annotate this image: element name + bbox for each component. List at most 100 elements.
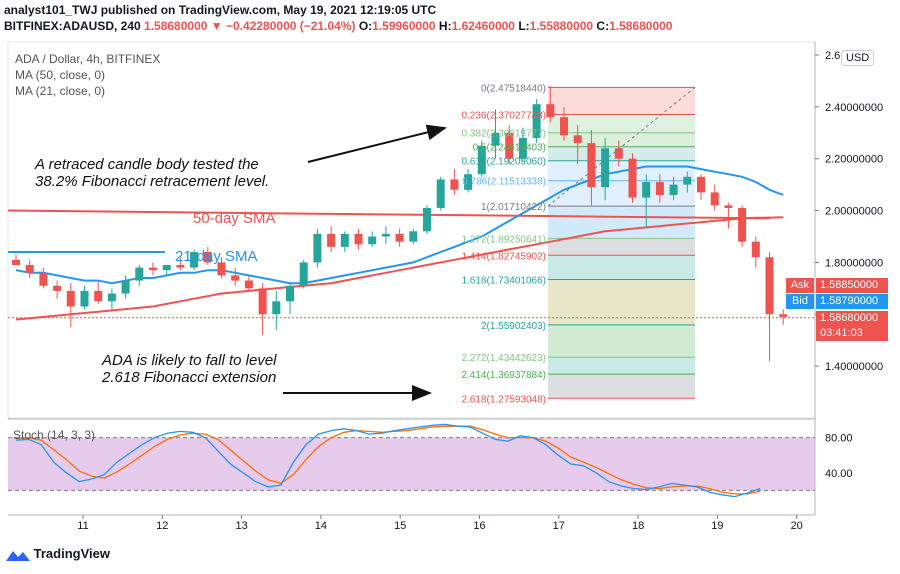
candle-body xyxy=(217,262,226,276)
candle-body xyxy=(190,252,199,268)
fib-label-2.618: 2.618(1.27593048) xyxy=(461,394,546,405)
candle-body xyxy=(697,176,705,193)
fib-label-0.236: 0.236(2.37027748) xyxy=(461,111,546,122)
ma50-line xyxy=(15,216,784,321)
annotation-fall-1: ADA is likely to fall to level xyxy=(102,352,277,369)
published-line: analyst101_TWJ published on TradingView.… xyxy=(4,3,437,17)
fib-label-0: 0(2.47518440) xyxy=(481,83,546,94)
y-tick-label: 2.6 xyxy=(825,50,840,62)
candle-body xyxy=(381,233,390,237)
candle-body xyxy=(368,236,377,245)
fib-label-2.414: 2.414(1.36937884) xyxy=(461,370,546,381)
candle-body xyxy=(66,290,75,307)
last-price-tag: 1.58680000 xyxy=(816,311,888,326)
candle-body xyxy=(94,290,103,302)
candle-body xyxy=(80,290,89,307)
candle-body xyxy=(162,265,171,271)
stoch-tick-label: 40.00 xyxy=(825,468,853,480)
candle-body xyxy=(573,135,582,144)
candle-body xyxy=(176,265,185,268)
fib-zone-0.236 xyxy=(548,87,695,115)
candle-body xyxy=(244,280,253,289)
ask-price: 1.58850000 xyxy=(816,278,888,293)
high-value: 1.62460000 xyxy=(451,19,515,33)
candle-body xyxy=(532,104,541,138)
candle-body xyxy=(628,158,637,198)
candle-body xyxy=(450,179,459,190)
y-tick-label: 2.20000000 xyxy=(825,154,883,166)
candle-body xyxy=(779,314,788,317)
candle-body xyxy=(655,182,664,195)
ma21-line xyxy=(15,165,784,285)
candle-body xyxy=(751,241,760,258)
candle-body xyxy=(710,192,719,206)
candle-body xyxy=(107,293,116,302)
legend-stoch: Stoch (14, 3, 3) xyxy=(13,428,96,442)
candle-body xyxy=(423,207,431,232)
down-arrow-icon: ▼ xyxy=(210,19,223,33)
annotation-arrow-up xyxy=(307,124,447,163)
fib-zone-2.618 xyxy=(548,374,695,399)
candle-body xyxy=(491,132,500,146)
last-price: 1.58680000 xyxy=(144,19,208,33)
sma21-label: 21-day SMA xyxy=(175,248,258,265)
candle-body xyxy=(25,265,34,273)
stoch-band xyxy=(8,437,815,491)
y-tick-label: 1.40000000 xyxy=(825,361,883,373)
x-tick-label: 13 xyxy=(235,520,247,532)
high-label: H: xyxy=(438,19,452,33)
tradingview-logo-text: TradingView xyxy=(33,546,110,561)
currency-button[interactable]: USD xyxy=(841,50,875,66)
ask-label: Ask xyxy=(786,278,814,293)
candle-body xyxy=(203,252,212,263)
candle-body xyxy=(436,179,445,208)
x-tick-label: 11 xyxy=(77,520,88,532)
stoch-k-line xyxy=(15,423,761,498)
annotation-retrace-2: 38.2% Fibonacci retracement level. xyxy=(35,173,270,190)
fib-label-0.618: 0.618(2.19209060) xyxy=(461,157,546,168)
x-tick-label: 19 xyxy=(711,520,723,532)
fib-label-1: 1(2.01710422) xyxy=(481,202,546,213)
candle-body xyxy=(546,104,555,118)
y-tick-label: 2.40000000 xyxy=(825,102,883,114)
x-tick-label: 17 xyxy=(553,520,565,532)
tradingview-logo[interactable]: TradingView xyxy=(6,546,110,561)
candle-body xyxy=(409,231,418,242)
candle-body xyxy=(340,233,349,247)
candle-body xyxy=(53,285,62,291)
low-value: 1.55880000 xyxy=(529,19,594,33)
annotation-fall-2: 2.618 Fibonacci extension xyxy=(102,369,277,386)
bid-label: Bid xyxy=(786,294,814,309)
candle-body xyxy=(231,275,240,281)
bid-price: 1.58790000 xyxy=(816,294,888,309)
candle-body xyxy=(286,285,294,302)
tradingview-logo-icon xyxy=(6,550,30,561)
candle-body xyxy=(477,145,486,175)
fib-label-1.414: 1.414(1.82745902) xyxy=(461,251,546,262)
sma50-flat-line xyxy=(7,209,771,220)
candle-body xyxy=(354,233,363,245)
open-label: O: xyxy=(358,19,373,33)
candle-body xyxy=(299,262,308,286)
y-tick-label: 1.80000000 xyxy=(825,257,883,269)
x-tick-label: 18 xyxy=(632,520,644,532)
fib-zone-2.414 xyxy=(548,357,695,375)
candle-body xyxy=(149,267,157,271)
candle-body xyxy=(39,272,48,286)
candle-body xyxy=(12,259,20,266)
candle-body xyxy=(614,148,623,159)
legend-ma21: MA (21, close, 0) xyxy=(15,84,106,98)
countdown-tag: 03:41:03 xyxy=(816,326,888,341)
low-label: L: xyxy=(518,19,530,33)
fib-zone-2.272 xyxy=(548,324,695,358)
candle-body xyxy=(601,148,610,188)
x-tick-label: 20 xyxy=(791,520,803,532)
candle-body xyxy=(505,132,514,159)
candle-body xyxy=(642,182,651,198)
fib-label-1.618: 1.618(1.73401066) xyxy=(461,276,546,287)
fib-label-0.382: 0.382(2.30019777) xyxy=(461,129,546,140)
x-tick-label: 12 xyxy=(156,520,168,532)
legend-ma50: MA (50, close, 0) xyxy=(15,68,106,82)
fib-label-0.786: 0.786(2.11513338) xyxy=(462,177,546,188)
